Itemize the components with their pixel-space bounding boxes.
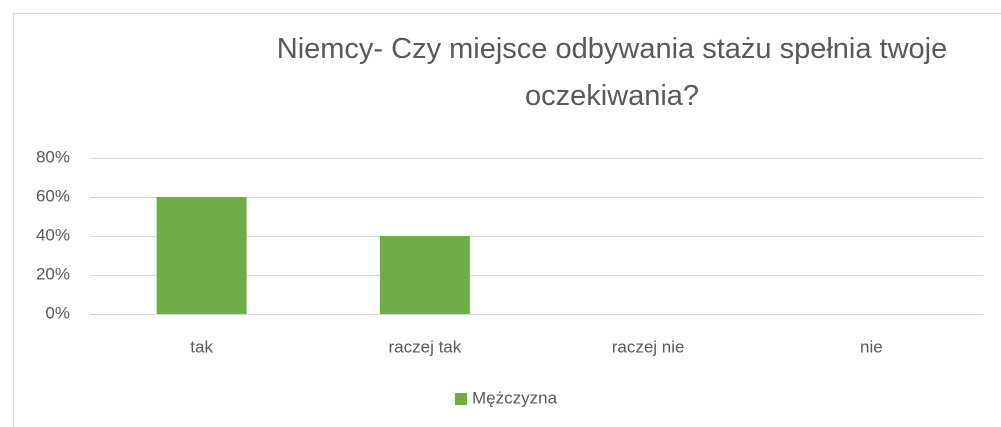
chart-title: Niemcy- Czy miejsce odbywania stażu speł… — [276, 33, 948, 112]
y-tick-label: 60% — [36, 186, 70, 205]
y-tick-label: 0% — [45, 303, 70, 322]
bar — [379, 236, 470, 314]
x-tick-label: raczej nie — [612, 337, 685, 356]
x-tick-label: tak — [190, 337, 213, 356]
y-tick-label: 20% — [36, 264, 70, 283]
chart-border — [13, 13, 1001, 427]
bar — [156, 197, 247, 314]
x-tick-label: nie — [860, 337, 883, 356]
x-tick-label: raczej tak — [389, 337, 462, 356]
legend-label: Mężczyzna — [472, 388, 558, 407]
y-tick-label: 80% — [36, 147, 70, 166]
y-tick-label: 40% — [36, 225, 70, 244]
legend-swatch — [455, 393, 467, 405]
